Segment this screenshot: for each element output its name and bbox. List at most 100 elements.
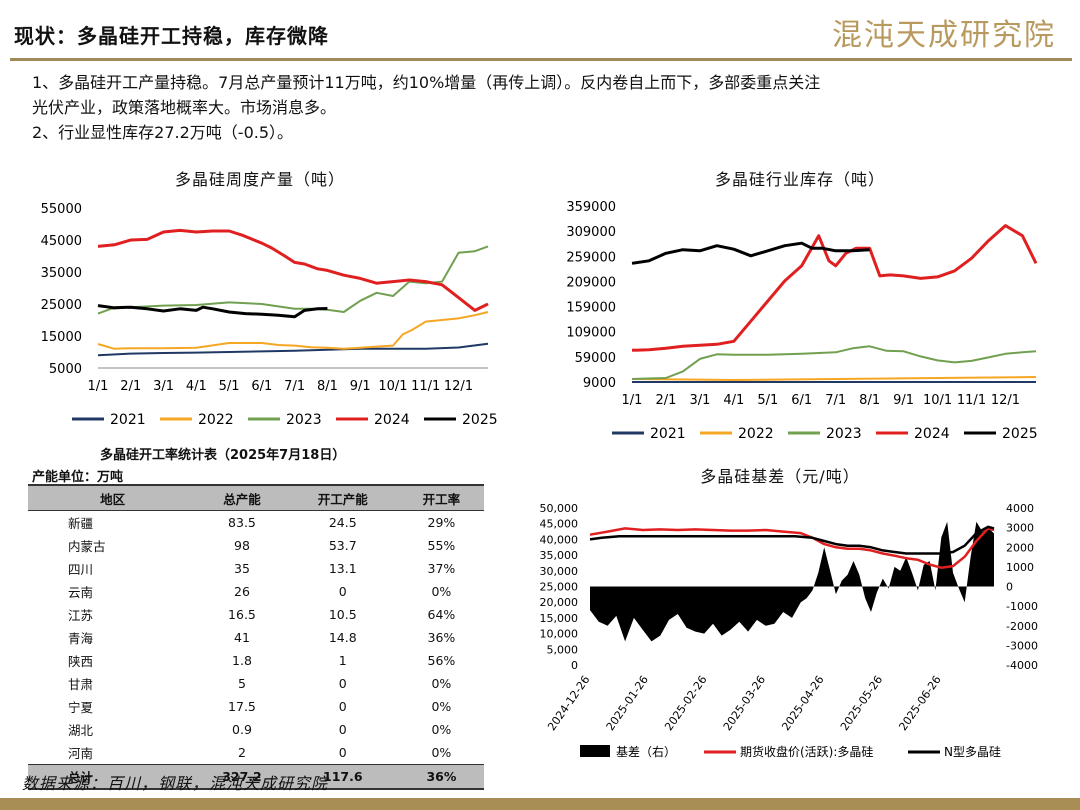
x-tick-label: 6/1 bbox=[791, 393, 812, 408]
table-col-header: 开工率 bbox=[398, 484, 484, 511]
table-cell: 41 bbox=[234, 630, 250, 645]
table-cell: 0 bbox=[338, 722, 347, 737]
series-2025-line bbox=[631, 241, 870, 265]
series-2024-line bbox=[97, 228, 489, 312]
basis-chart-title: 多晶硅基差（元/吨） bbox=[700, 467, 860, 486]
x-tick-label: 2025-03-26 bbox=[721, 673, 768, 733]
bullet-2: 2、行业显性库存27.2万吨（-0.5）。 bbox=[32, 123, 294, 142]
table-cell: 河南 bbox=[68, 746, 94, 761]
y-tick-label: 55000 bbox=[41, 202, 82, 217]
legend-label-2025: 2025 bbox=[462, 412, 498, 428]
table-cell: 0% bbox=[431, 699, 452, 714]
table-unit-label: 产能单位：万吨 bbox=[32, 470, 124, 485]
table-cell: 36% bbox=[398, 764, 484, 790]
table-cell: 2 bbox=[237, 745, 246, 760]
series-2023-line bbox=[97, 245, 489, 315]
table-cell: 云南 bbox=[68, 585, 94, 600]
brand-logo: 混沌天成研究院 bbox=[832, 18, 1056, 53]
header: 现状：多晶硅开工持稳，库存微降 混沌天成研究院 bbox=[0, 0, 1080, 62]
series-2022-line bbox=[97, 311, 489, 350]
table-row: 宁夏 17.5 0 0% bbox=[28, 695, 484, 718]
table-cell: 26 bbox=[234, 584, 250, 599]
table-total-row: 总计 327.2 117.6 36% bbox=[28, 764, 484, 790]
table-cell: 10.5 bbox=[328, 607, 357, 622]
title-divider bbox=[10, 58, 1072, 61]
y-tick-label: 9000 bbox=[583, 376, 616, 391]
table-cell: 29% bbox=[427, 515, 456, 530]
table-cell: 56% bbox=[427, 653, 456, 668]
table-row: 陕西 1.8 1 56% bbox=[28, 649, 484, 672]
table-cell: 青海 bbox=[68, 631, 94, 646]
x-tick-label: 2025-04-26 bbox=[779, 673, 826, 733]
x-tick-label: 1/1 bbox=[622, 393, 643, 408]
x-tick-label: 5/1 bbox=[219, 379, 240, 394]
inventory-chart: 359000 309000 259000 209000 159000 109000 5900… bbox=[566, 200, 1037, 442]
table-cell: 湖北 bbox=[68, 723, 94, 738]
x-tick-label: 3/1 bbox=[689, 393, 710, 408]
x-tick-label: 9/1 bbox=[350, 379, 371, 394]
series-futures-line bbox=[589, 527, 995, 569]
table-cell: 83.5 bbox=[228, 515, 256, 530]
y-left-tick-label: 5,000 bbox=[547, 643, 579, 656]
table-cell: 1.8 bbox=[232, 653, 252, 668]
y-left-tick-label: 10,000 bbox=[540, 628, 579, 641]
x-tick-label: 7/1 bbox=[825, 393, 846, 408]
series-ntype-line bbox=[589, 525, 995, 555]
legend-label-futures: 期货收盘价(活跃):多晶硅 bbox=[740, 744, 873, 759]
table-cell: 0 bbox=[338, 699, 347, 714]
x-tick-label: 1/1 bbox=[88, 379, 109, 394]
series-basis-area bbox=[590, 521, 994, 642]
table-row: 内蒙古 98 53.7 55% bbox=[28, 534, 484, 557]
y-tick-label: 45000 bbox=[41, 234, 82, 249]
table-row: 江苏 16.5 10.5 64% bbox=[28, 603, 484, 626]
x-tick-label: 3/1 bbox=[153, 379, 174, 394]
x-tick-label: 6/1 bbox=[251, 379, 272, 394]
data-source: 数据来源：百川，钢联，混沌天成研究院 bbox=[22, 774, 329, 793]
table-col-header: 地区 bbox=[28, 484, 198, 511]
legend-swatch-basis bbox=[580, 745, 610, 757]
table-cell: 1 bbox=[338, 653, 347, 668]
x-tick-label: 8/1 bbox=[859, 393, 880, 408]
x-tick-label: 2025-01-26 bbox=[604, 673, 651, 733]
table-cell: 14.8 bbox=[328, 630, 357, 645]
page-title: 现状：多晶硅开工持稳，库存微降 bbox=[14, 24, 329, 48]
series-2021-line bbox=[97, 342, 489, 357]
bullet-1: 1、多晶硅开工产量持稳。7月总产量预计11万吨，约10%增量（再传上调）。反内卷… bbox=[32, 73, 821, 92]
table-cell: 内蒙古 bbox=[68, 539, 106, 554]
y-right-tick-label: -4000 bbox=[1006, 659, 1038, 672]
table-cell: 0 bbox=[338, 676, 347, 691]
x-tick-label: 5/1 bbox=[757, 393, 778, 408]
y-right-tick-label: 0 bbox=[1006, 581, 1013, 594]
x-tick-label: 9/1 bbox=[893, 393, 914, 408]
legend-label-2021: 2021 bbox=[110, 412, 146, 428]
series-2022-line bbox=[631, 376, 1037, 381]
legend-label-2022: 2022 bbox=[738, 426, 774, 442]
table-title: 多晶硅开工率统计表（2025年7月18日） bbox=[100, 448, 346, 463]
x-tick-label: 2024-12-26 bbox=[545, 673, 592, 733]
x-tick-label: 2025-02-26 bbox=[662, 673, 709, 733]
table-cell: 江苏 bbox=[68, 608, 94, 623]
y-tick-label: 35000 bbox=[41, 266, 82, 281]
series-2025-line bbox=[97, 304, 328, 319]
y-tick-label: 59000 bbox=[575, 351, 616, 366]
table-cell: 98 bbox=[234, 538, 250, 553]
table-col-header: 总产能 bbox=[197, 484, 287, 511]
x-tick-label: 10/1 bbox=[378, 379, 407, 394]
x-tick-label: 4/1 bbox=[186, 379, 207, 394]
summary-bullets: 1、多晶硅开工产量持稳。7月总产量预计11万吨，约10%增量（再传上调）。反内卷… bbox=[32, 70, 1062, 145]
table-cell: 0 bbox=[338, 745, 347, 760]
table-cell: 0% bbox=[431, 676, 452, 691]
x-tick-label: 11/1 bbox=[957, 393, 986, 408]
table-row: 河南 2 0 0% bbox=[28, 741, 484, 765]
table-cell: 35 bbox=[234, 561, 250, 576]
x-tick-label: 2/1 bbox=[120, 379, 141, 394]
table-cell: 16.5 bbox=[228, 607, 256, 622]
table-cell: 0% bbox=[431, 745, 452, 760]
y-tick-label: 309000 bbox=[566, 225, 616, 240]
y-right-tick-label: 2000 bbox=[1006, 541, 1034, 554]
y-left-tick-label: 30,000 bbox=[540, 565, 579, 578]
table-cell: 53.7 bbox=[328, 538, 357, 553]
table-cell: 64% bbox=[427, 607, 456, 622]
utilization-table: 地区 总产能 开工产能 开工率 新疆 83.5 24.5 29% 内蒙古 98 53.7 55% 四川… bbox=[28, 484, 484, 790]
table-cell: 宁夏 bbox=[68, 700, 94, 715]
